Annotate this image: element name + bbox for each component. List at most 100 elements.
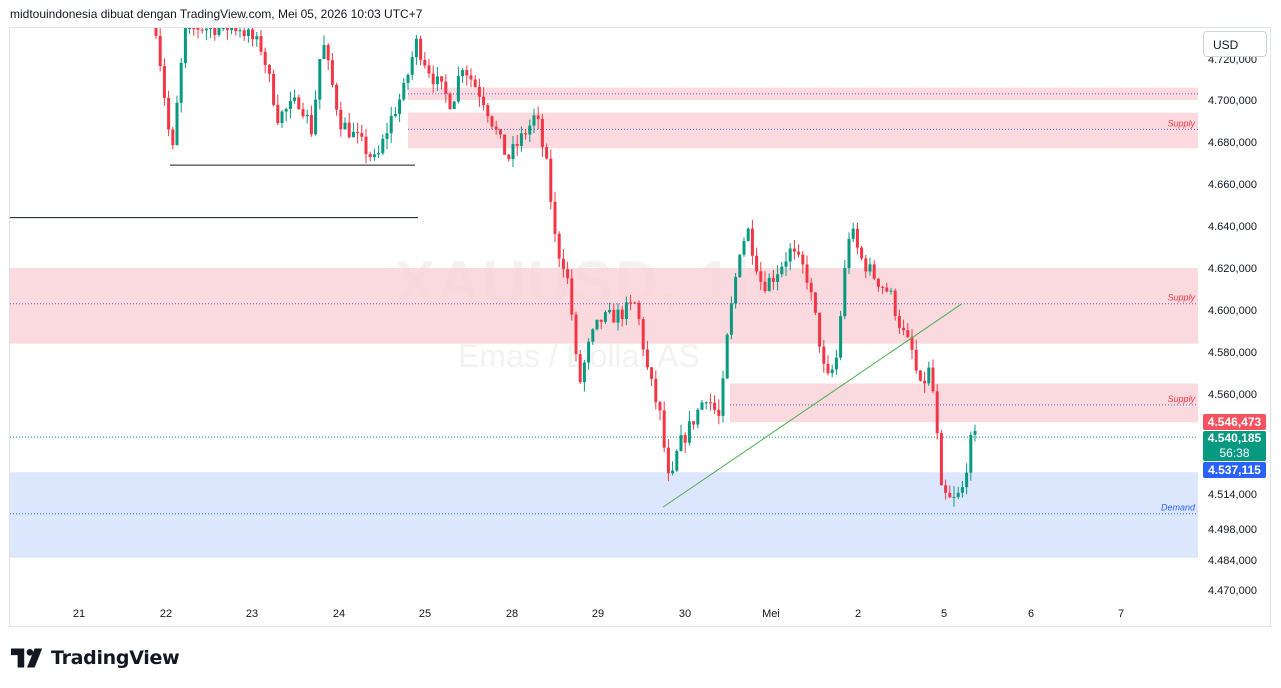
candle (402, 77, 406, 102)
candle (696, 408, 700, 429)
candle (822, 340, 826, 373)
supply-zone-label: Supply (1167, 394, 1195, 404)
candle (629, 294, 633, 311)
candle (372, 148, 376, 161)
candle (944, 479, 948, 500)
candle-body (969, 434, 973, 473)
candle-body (200, 29, 204, 31)
candle-body (603, 312, 607, 322)
candle-body (280, 111, 284, 124)
time-tick-label: 21 (73, 608, 85, 620)
candle (364, 129, 368, 164)
candle (708, 393, 712, 411)
candle (784, 252, 788, 276)
candle-body (889, 290, 893, 292)
chart-frame (9, 27, 1271, 627)
candle (217, 28, 221, 37)
candle (918, 370, 922, 382)
candle (179, 58, 183, 113)
candle (834, 349, 838, 375)
candle (923, 371, 927, 393)
candle-body (276, 104, 280, 124)
candle (343, 117, 347, 130)
candle (314, 90, 318, 136)
candle-body (851, 228, 855, 239)
candle (318, 58, 322, 110)
candle-body (414, 38, 418, 58)
candle-body (330, 60, 334, 85)
candle-body (217, 28, 221, 35)
candle-body (461, 70, 465, 77)
candle (692, 420, 696, 430)
candle (347, 113, 351, 139)
candle-body (406, 74, 410, 83)
candle-body (339, 109, 343, 130)
candle-body (893, 290, 897, 316)
candle (536, 106, 540, 130)
candle (288, 91, 292, 119)
candle (473, 75, 477, 88)
candle (225, 28, 229, 40)
candle (906, 322, 910, 339)
candle (847, 232, 851, 274)
candle (750, 219, 754, 265)
candle (545, 143, 549, 160)
time-tick-label: 2 (855, 608, 861, 620)
candle (792, 239, 796, 260)
candle (385, 122, 389, 150)
candle-body (704, 402, 708, 404)
tradingview-logo[interactable]: TradingView (11, 647, 180, 669)
candle-body (725, 334, 729, 379)
candle-body (784, 261, 788, 267)
candle-body (490, 116, 494, 127)
candle-body (910, 337, 914, 350)
candle-body (183, 28, 187, 63)
candle-body (322, 45, 326, 59)
time-tick-label: Mei (762, 608, 780, 620)
candle (494, 120, 498, 135)
candle (335, 82, 339, 116)
candle-body (801, 254, 805, 265)
candle-body (272, 73, 276, 105)
supply-zone (10, 268, 1198, 344)
price-tick-label: 4.498,000 (1208, 524, 1257, 536)
candle-body (225, 28, 229, 31)
time-tick-label: 30 (679, 608, 691, 620)
candle-body (570, 278, 574, 315)
candle (641, 316, 645, 356)
candle (939, 429, 943, 486)
candle (524, 129, 528, 140)
candle-body (314, 99, 318, 135)
candle (729, 296, 733, 340)
candle-body (385, 133, 389, 139)
candle (948, 485, 952, 498)
candle (889, 287, 893, 295)
candle-body (410, 57, 414, 75)
candle-body (624, 302, 628, 320)
last-price-value: 4.540,185 (1207, 431, 1262, 445)
candle-body (209, 28, 213, 29)
candle-body (696, 409, 700, 425)
candle-body (267, 65, 271, 74)
candle-body (162, 66, 166, 98)
candle (511, 135, 515, 168)
candle-body (717, 409, 721, 416)
price-tick-label: 4.720,000 (1208, 54, 1257, 66)
candle (603, 310, 607, 325)
currency-button[interactable]: USD (1203, 31, 1267, 57)
candle (297, 94, 301, 110)
candle (662, 401, 666, 453)
supply-zone-label: Supply (1167, 293, 1195, 303)
candle (242, 28, 246, 41)
candle-body (360, 133, 364, 137)
price-tick-label: 4.660,000 (1208, 179, 1257, 191)
candle-body (818, 312, 822, 347)
bid-price-label: 4.537,115 (1203, 462, 1266, 478)
candle-body (608, 309, 612, 313)
demand-zone (10, 472, 1198, 558)
candle-body (293, 97, 297, 101)
candle (599, 319, 603, 330)
price-tick-label: 4.560,000 (1208, 389, 1257, 401)
candle (431, 65, 435, 93)
